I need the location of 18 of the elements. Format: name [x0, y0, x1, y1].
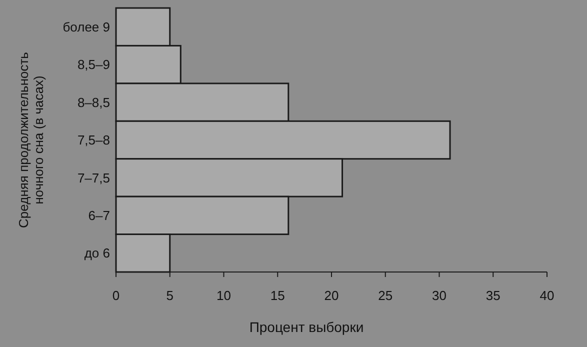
x-tick-label: 0 — [112, 288, 120, 303]
x-tick-label: 35 — [486, 288, 500, 303]
y-tick-label: 8–8,5 — [77, 94, 110, 110]
x-tick-label: 30 — [432, 288, 446, 303]
y-tick-label: 7–7,5 — [77, 170, 110, 186]
y-tick-label: до 6 — [84, 246, 110, 261]
x-tick-label: 10 — [216, 288, 231, 303]
x-tick-label: 5 — [166, 288, 174, 303]
y-tick-label: 7,5–8 — [77, 132, 110, 148]
y-tick-label: 8,5–9 — [77, 57, 110, 72]
y-tick-label: 6–7 — [88, 208, 110, 223]
x-tick-label: 25 — [378, 288, 393, 303]
x-tick-label: 15 — [270, 288, 285, 303]
x-axis-title: Процент выборки — [249, 319, 364, 335]
x-tick-label: 40 — [540, 288, 554, 303]
y-tick-label: более 9 — [62, 19, 110, 34]
x-tick-label: 20 — [324, 288, 339, 303]
y-axis-title: Средняя продолжительность ночного сна (в часах) — [16, 52, 46, 228]
